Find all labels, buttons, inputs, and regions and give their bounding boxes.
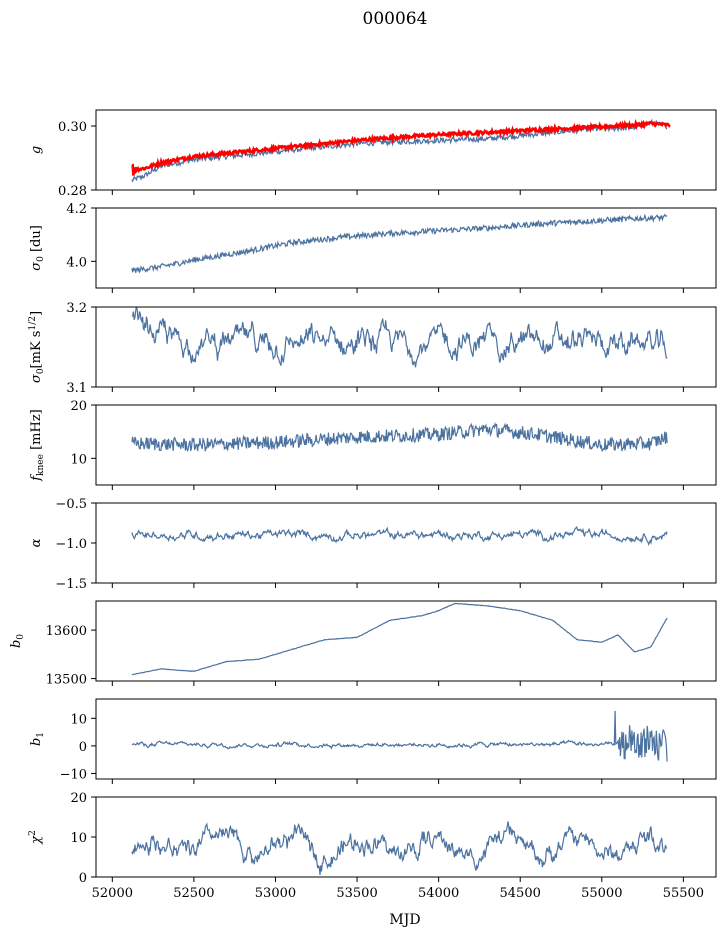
y-axis-label: g — [29, 146, 44, 154]
axes-frame — [95, 600, 717, 682]
axes-frame — [95, 404, 717, 486]
panel-6: −10 0 10 b1 — [29, 698, 717, 784]
axes-frame — [95, 796, 717, 878]
panel-7: 0 10 20 52000 52500 53000 53500 54000 54500 55000… — [28, 791, 717, 901]
plot-area — [131, 422, 668, 453]
y-tick-label: 3.1 — [66, 381, 87, 396]
plot-area — [131, 307, 668, 368]
series-line — [131, 213, 668, 274]
plot-area — [131, 213, 668, 274]
y-tick-label: 0.30 — [58, 120, 87, 135]
y-tick-label: 10 — [70, 452, 87, 467]
panel-1: 4.0 4.2 σ0 [du] — [29, 202, 717, 293]
panel-2: 3.1 3.2 σ0[mK s1/2] — [28, 301, 717, 396]
series-line — [131, 307, 668, 368]
y-tick-label: −0.5 — [55, 497, 87, 512]
y-tick-label: −1.5 — [55, 577, 87, 592]
axes-frame — [95, 109, 717, 191]
series-line — [131, 422, 668, 453]
y-axis-label: fknee [mHz] — [29, 409, 46, 482]
y-tick-label: 13600 — [46, 624, 87, 639]
axes-frame — [95, 502, 717, 584]
panel-4: −1.5 −1.0 −0.5 α — [29, 497, 717, 592]
axes-frame — [95, 306, 717, 388]
x-tick-label: 55000 — [581, 886, 622, 901]
y-tick-label: 0 — [79, 740, 87, 755]
y-tick-label: 0.28 — [58, 184, 87, 199]
axes-frame — [95, 207, 717, 289]
y-axis-label: b1 — [29, 732, 46, 746]
x-axis-label: MJD — [389, 912, 420, 928]
y-axis-label: α — [29, 538, 44, 547]
x-tick-label: 52000 — [92, 886, 133, 901]
y-tick-label: 10 — [70, 831, 87, 846]
series-line — [131, 602, 668, 676]
series-line — [131, 821, 668, 876]
y-axis-label: b0 — [9, 634, 26, 648]
y-axis-label: χ2 — [28, 830, 44, 845]
plot-area — [131, 118, 671, 183]
axes-frame — [95, 698, 717, 780]
figure-title: 000064 — [363, 9, 428, 29]
plot-area — [131, 525, 668, 547]
x-tick-label: 54000 — [418, 886, 459, 901]
panel-3: 10 20 fknee [mHz] — [29, 399, 717, 490]
x-tick-label: 55500 — [663, 886, 704, 901]
x-tick-label: 53000 — [255, 886, 296, 901]
series-line — [131, 710, 668, 762]
y-tick-label: 20 — [70, 791, 87, 806]
y-axis-label: σ0[mK s1/2] — [28, 311, 46, 383]
panel-0: 0.28 0.30 g — [29, 109, 717, 199]
x-tick-label: 53500 — [336, 886, 377, 901]
y-tick-label: −1.0 — [55, 537, 87, 552]
y-tick-label: 13500 — [46, 673, 87, 688]
y-tick-label: 4.2 — [66, 202, 87, 217]
y-tick-label: 20 — [70, 399, 87, 414]
y-axis-label: σ0 [du] — [29, 225, 46, 271]
plot-area — [131, 710, 668, 762]
y-tick-label: 0 — [79, 871, 87, 886]
panels: 0.28 0.30 g 4.0 4.2 σ0 [du] 3.1 3.2 σ0[mK s1/2] 1… — [9, 109, 717, 901]
panel-5: 13500 13600 b0 — [9, 600, 717, 688]
plot-area — [131, 602, 668, 676]
y-tick-label: 10 — [70, 712, 87, 727]
series-line — [131, 525, 668, 547]
y-tick-label: 4.0 — [66, 255, 87, 270]
y-tick-label: −10 — [60, 767, 87, 782]
y-tick-label: 3.2 — [66, 301, 87, 316]
series-line — [131, 118, 671, 176]
x-tick-label: 52500 — [173, 886, 214, 901]
x-tick-label: 54500 — [500, 886, 541, 901]
plot-area — [131, 821, 668, 876]
